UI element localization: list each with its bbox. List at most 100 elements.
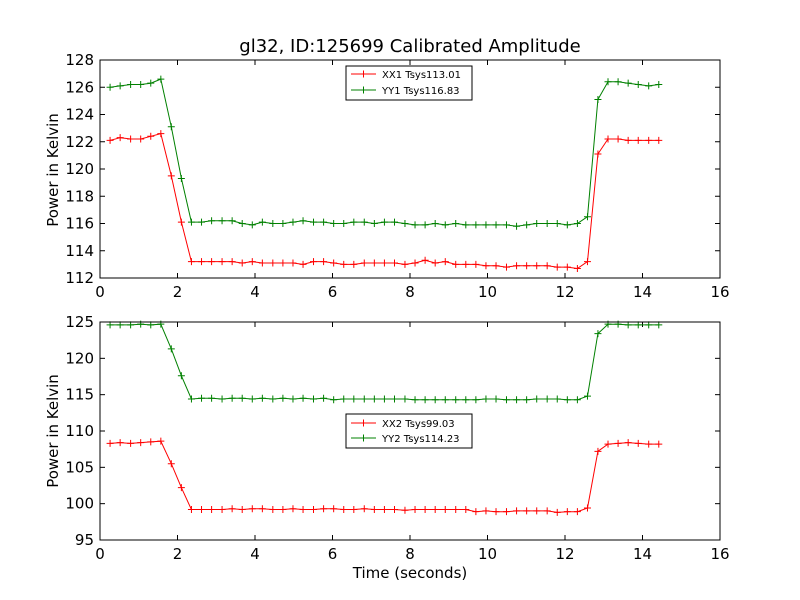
top-y-tick-label: 112 xyxy=(65,269,94,287)
data-point-xx2 xyxy=(523,507,531,515)
data-point-xx1 xyxy=(634,136,642,144)
data-point-xx2 xyxy=(127,439,135,447)
data-point-xx2 xyxy=(238,505,246,513)
data-point-xx2 xyxy=(228,505,236,513)
data-point-xx1 xyxy=(299,260,307,268)
data-point-xx2 xyxy=(269,505,277,513)
data-point-xx2 xyxy=(482,507,490,515)
data-point-yy1 xyxy=(492,221,500,229)
data-point-yy2 xyxy=(441,396,449,404)
data-point-xx1 xyxy=(360,259,368,267)
data-point-xx2 xyxy=(350,505,358,513)
data-point-xx2 xyxy=(431,505,439,513)
data-point-yy1 xyxy=(411,221,419,229)
data-point-yy2 xyxy=(563,396,571,404)
data-point-yy1 xyxy=(614,78,622,86)
top-y-tick-label: 124 xyxy=(65,106,94,124)
data-point-xx1 xyxy=(218,258,226,266)
data-point-yy1 xyxy=(604,78,612,86)
data-point-yy2 xyxy=(198,394,206,402)
bottom-x-tick-label: 6 xyxy=(328,545,338,563)
bottom-ylabel: Power in Kelvin xyxy=(44,374,62,488)
data-point-yy2 xyxy=(228,394,236,402)
data-point-xx1 xyxy=(350,260,358,268)
top-x-tick-label: 12 xyxy=(555,283,574,301)
data-point-yy2 xyxy=(553,395,561,403)
data-point-xx1 xyxy=(177,218,185,226)
data-point-xx2 xyxy=(289,505,297,513)
data-point-yy1 xyxy=(452,220,460,227)
data-point-yy1 xyxy=(198,218,206,226)
data-point-yy1 xyxy=(472,221,480,229)
data-point-yy1 xyxy=(299,217,307,225)
data-point-yy2 xyxy=(258,394,266,402)
data-point-yy2 xyxy=(380,395,388,403)
data-point-xx2 xyxy=(299,505,307,513)
data-point-xx1 xyxy=(533,262,541,270)
data-point-yy2 xyxy=(401,395,409,403)
data-point-yy2 xyxy=(482,395,490,403)
data-point-xx2 xyxy=(330,505,338,513)
bottom-x-tick-label: 10 xyxy=(478,545,497,563)
data-point-xx2 xyxy=(614,439,622,447)
data-point-yy2 xyxy=(248,395,256,403)
data-point-xx1 xyxy=(655,136,663,144)
data-point-xx2 xyxy=(624,439,632,447)
data-point-yy1 xyxy=(238,220,246,227)
data-point-yy1 xyxy=(502,221,510,229)
data-point-yy2 xyxy=(167,345,175,353)
data-point-yy1 xyxy=(370,220,378,227)
data-point-yy1 xyxy=(594,96,602,104)
legend-label-yy1: YY1 Tsys116.83 xyxy=(381,86,460,97)
top-y-tick-label: 126 xyxy=(65,78,94,96)
data-point-yy2 xyxy=(492,395,500,403)
data-point-xx1 xyxy=(289,259,297,267)
data-point-xx2 xyxy=(472,508,480,516)
data-point-xx1 xyxy=(482,262,490,270)
data-point-xx1 xyxy=(106,136,114,144)
data-point-yy1 xyxy=(645,82,653,90)
data-point-yy1 xyxy=(248,221,256,229)
data-point-yy2 xyxy=(340,395,348,403)
legend-label-xx2: XX2 Tsys99.03 xyxy=(382,419,455,430)
top-y-tick-label: 118 xyxy=(65,187,94,205)
data-point-yy2 xyxy=(645,321,653,329)
top-x-tick-label: 16 xyxy=(710,283,729,301)
data-point-yy2 xyxy=(310,395,318,403)
data-point-xx2 xyxy=(411,505,419,513)
data-point-xx2 xyxy=(137,439,145,447)
data-point-xx1 xyxy=(310,258,318,266)
data-point-xx2 xyxy=(634,439,642,447)
data-point-xx1 xyxy=(116,134,124,142)
data-point-xx2 xyxy=(177,484,185,492)
data-point-yy1 xyxy=(340,220,348,227)
top-series xyxy=(106,75,663,272)
data-point-xx1 xyxy=(462,260,470,268)
data-point-yy2 xyxy=(421,396,429,404)
data-point-xx1 xyxy=(583,258,591,266)
data-point-xx1 xyxy=(624,136,632,144)
data-point-xx1 xyxy=(614,135,622,143)
data-point-yy1 xyxy=(310,218,318,226)
data-point-xx2 xyxy=(370,505,378,513)
top-y-tick-label: 114 xyxy=(65,242,94,260)
top-plot-frame xyxy=(99,59,721,279)
data-point-xx2 xyxy=(147,438,155,446)
data-point-yy1 xyxy=(116,82,124,90)
data-point-xx2 xyxy=(462,505,470,513)
data-point-xx2 xyxy=(401,506,409,514)
data-point-xx1 xyxy=(238,259,246,267)
bottom-legend: XX2 Tsys99.03 YY2 Tsys114.23 xyxy=(345,413,473,449)
top-ticks: 0 2 4 6 8 10 12 14 16 112 114 116 118 120 122 124 126 128 xyxy=(65,51,729,301)
top-x-tick-label: 8 xyxy=(405,283,415,301)
data-point-yy1 xyxy=(563,221,571,229)
data-point-yy2 xyxy=(431,396,439,404)
data-point-xx2 xyxy=(421,505,429,513)
data-point-yy2 xyxy=(330,396,338,404)
data-point-xx2 xyxy=(441,505,449,513)
top-y-tick-label: 116 xyxy=(65,215,94,233)
data-point-xx2 xyxy=(594,447,602,455)
data-point-yy2 xyxy=(634,321,642,329)
data-point-xx1 xyxy=(594,150,602,158)
